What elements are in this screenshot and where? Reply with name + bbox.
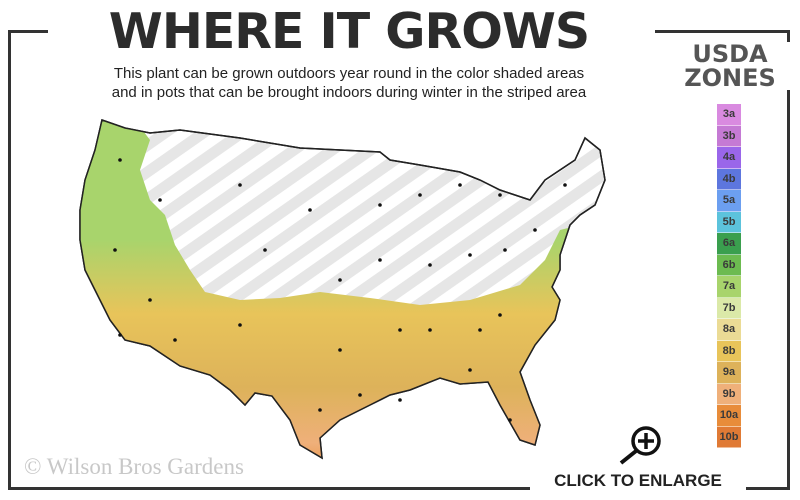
copyright-watermark: © Wilson Bros Gardens [24,454,244,479]
city-dot [508,418,512,422]
legend-zone-8b: 8b [717,340,741,362]
legend-zone-6a: 6a [717,233,741,255]
legend-zone-9b: 9b [717,383,741,405]
legend-zone-3a: 3a [717,104,741,126]
city-dot [378,258,382,262]
city-dot [378,203,382,207]
city-dot [318,408,322,412]
city-dot [158,198,162,202]
city-dot [338,348,342,352]
legend-title: USDA ZONES [670,42,790,90]
click-to-enlarge-button[interactable]: CLICK TO ENLARGE [530,466,746,496]
legend-zone-4b: 4b [717,168,741,190]
city-dot [563,183,567,187]
subtitle: This plant can be grown outdoors year ro… [50,64,648,102]
legend-title-zones: ZONES [684,64,776,92]
city-dot [173,338,177,342]
subtitle-line-1: This plant can be grown outdoors year ro… [113,65,585,82]
city-dot [118,333,122,337]
legend-zone-3b: 3b [717,125,741,147]
frame-top-right [655,30,790,33]
city-dot [308,208,312,212]
city-dot [428,328,432,332]
city-dot [238,183,242,187]
city-dot [458,183,462,187]
city-dot [503,248,507,252]
zone-legend: 3a 3b 4a 4b 5a 5b 6a 6b 7a 7b 8a 8b 9a 9b 10a 10b [717,104,741,448]
city-dot [358,393,362,397]
frame-right [787,30,790,490]
legend-zone-5b: 5b [717,211,741,233]
city-dot [428,263,432,267]
us-border [79,119,606,460]
city-dot [533,228,537,232]
legend-zone-5a: 5a [717,190,741,212]
legend-zone-6b: 6b [717,254,741,276]
city-dot [118,158,122,162]
city-dot [338,278,342,282]
legend-zone-8a: 8a [717,319,741,341]
city-dots [113,158,567,422]
legend-zone-7b: 7b [717,297,741,319]
frame-top-left [8,30,48,33]
city-dot [498,313,502,317]
city-dot [398,328,402,332]
city-dot [238,323,242,327]
legend-zone-9a: 9a [717,362,741,384]
city-dot [468,368,472,372]
subtitle-line-2: and in pots that can be brought indoors … [111,84,587,101]
magnifier-plus-icon[interactable] [618,423,666,465]
city-dot [113,248,117,252]
legend-zone-7a: 7a [717,276,741,298]
city-dot [148,298,152,302]
legend-title-usda: USDA [692,40,768,68]
city-dot [498,193,502,197]
page-title: WHERE IT GROWS [50,0,648,64]
city-dot [478,328,482,332]
city-dot [468,253,472,257]
frame-left [8,30,11,490]
city-dot [418,193,422,197]
legend-zone-4a: 4a [717,147,741,169]
city-dot [263,248,267,252]
city-dot [398,398,402,402]
frame-bottom-right [746,487,790,490]
legend-zone-10b: 10b [717,426,741,448]
legend-zone-10a: 10a [717,405,741,427]
frame-bottom-left [8,487,530,490]
